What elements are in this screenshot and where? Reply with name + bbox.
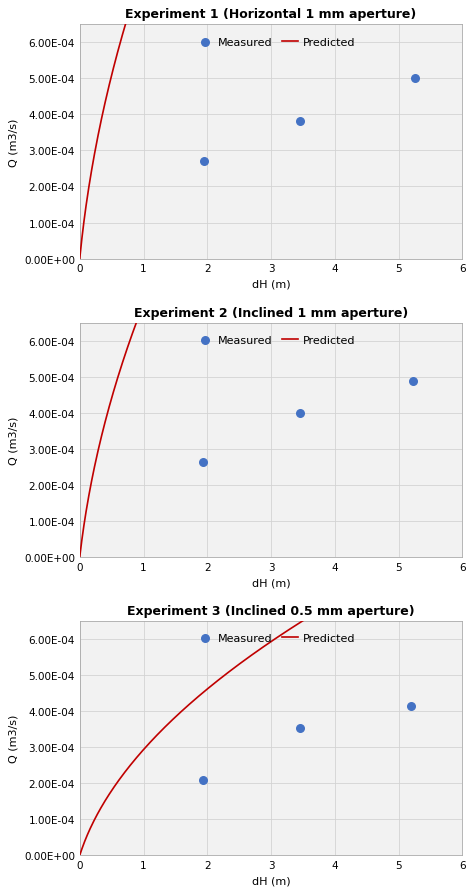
Title: Experiment 2 (Inclined 1 mm aperture): Experiment 2 (Inclined 1 mm aperture) xyxy=(134,307,408,319)
Title: Experiment 3 (Inclined 0.5 mm aperture): Experiment 3 (Inclined 0.5 mm aperture) xyxy=(127,604,415,618)
Predicted xyxy=(428,544,433,554)
Measured xyxy=(201,154,208,168)
Predicted xyxy=(244,93,249,104)
Legend: Measured, Predicted: Measured, Predicted xyxy=(192,331,360,350)
Measured xyxy=(409,375,416,389)
Predicted xyxy=(246,653,251,663)
Predicted xyxy=(267,637,273,648)
Y-axis label: Q (m3/s): Q (m3/s) xyxy=(9,714,18,763)
Line: Predicted: Predicted xyxy=(80,0,430,557)
X-axis label: dH (m): dH (m) xyxy=(252,280,291,290)
Y-axis label: Q (m3/s): Q (m3/s) xyxy=(9,416,18,464)
Predicted xyxy=(246,90,251,101)
Measured xyxy=(296,406,303,420)
Legend: Measured, Predicted: Measured, Predicted xyxy=(192,629,360,648)
Predicted xyxy=(77,850,82,861)
Line: Predicted: Predicted xyxy=(80,0,430,259)
Measured xyxy=(296,114,303,129)
Measured xyxy=(296,721,303,736)
Measured xyxy=(199,455,207,469)
X-axis label: dH (m): dH (m) xyxy=(252,876,291,886)
Predicted xyxy=(77,552,82,562)
Predicted xyxy=(77,254,82,265)
Title: Experiment 1 (Horizontal 1 mm aperture): Experiment 1 (Horizontal 1 mm aperture) xyxy=(126,8,417,21)
Predicted xyxy=(267,56,273,67)
Predicted xyxy=(419,548,425,559)
X-axis label: dH (m): dH (m) xyxy=(252,578,291,587)
Predicted xyxy=(286,28,292,38)
Measured xyxy=(408,699,415,713)
Predicted xyxy=(365,578,370,588)
Legend: Measured, Predicted: Measured, Predicted xyxy=(192,33,360,52)
Y-axis label: Q (m3/s): Q (m3/s) xyxy=(9,118,18,166)
Predicted xyxy=(244,654,249,664)
Measured xyxy=(199,773,207,788)
Line: Predicted: Predicted xyxy=(80,549,430,856)
Predicted xyxy=(286,625,292,636)
Measured xyxy=(411,72,419,87)
